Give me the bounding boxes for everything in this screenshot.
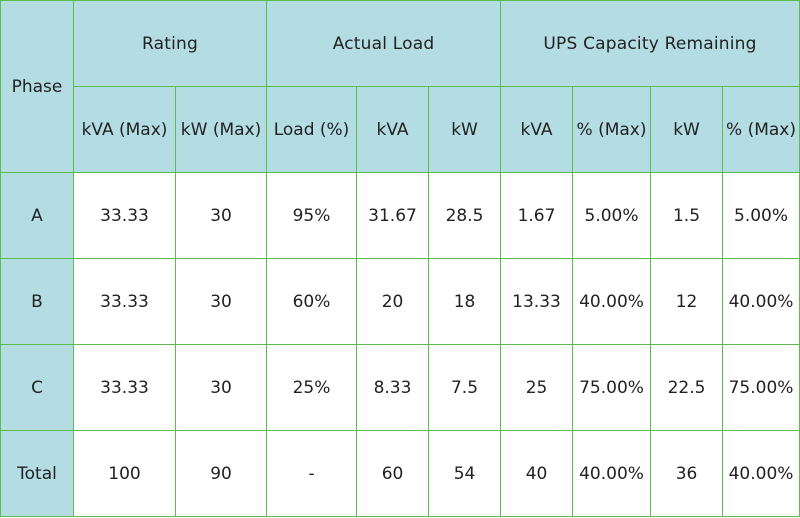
- table-cell: 40.00%: [572, 430, 652, 517]
- table-cell: 75.00%: [722, 344, 800, 431]
- table-cell: 33.33: [73, 172, 176, 259]
- table-cell: 100: [73, 430, 176, 517]
- table-cell: 54: [428, 430, 502, 517]
- table-cell: 25: [500, 344, 574, 431]
- rating-group-header: Rating: [72, 0, 268, 87]
- table-cell: 30: [174, 258, 268, 345]
- table-row: C 33.33 30 25% 8.33 7.5 25 75.00% 22.5 7…: [0, 344, 800, 431]
- phase-label: Total: [0, 430, 74, 517]
- table-cell: 18: [428, 258, 502, 345]
- table-cell: 28.5: [428, 172, 502, 259]
- phase-header: Phase: [0, 0, 74, 173]
- table-cell: 40.00%: [722, 430, 800, 517]
- table-cell: -: [266, 430, 358, 517]
- table-cell: 33.33: [73, 258, 176, 345]
- table-cell: 90: [174, 430, 268, 517]
- table-cell: 1.67: [500, 172, 574, 259]
- table-cell: 31.67: [356, 172, 430, 259]
- table-cell: 60: [356, 430, 430, 517]
- column-header: kVA (Max): [73, 86, 176, 173]
- table-cell: 1.5: [650, 172, 724, 259]
- phase-label: B: [0, 258, 74, 345]
- column-header: kW (Max): [174, 86, 268, 173]
- table-row: B 33.33 30 60% 20 18 13.33 40.00% 12 40.…: [0, 258, 800, 345]
- ups-capacity-remaining-group-header: UPS Capacity Remaining: [500, 0, 800, 87]
- table-cell: 40.00%: [722, 258, 800, 345]
- table-cell: 22.5: [650, 344, 724, 431]
- table-cell: 20: [356, 258, 430, 345]
- table-cell: 7.5: [428, 344, 502, 431]
- table-cell: 36: [650, 430, 724, 517]
- column-header: kW: [428, 86, 502, 173]
- table-cell: 95%: [266, 172, 358, 259]
- group-header-row: Phase Rating Actual Load UPS Capacity Re…: [0, 0, 800, 173]
- table-cell: 5.00%: [572, 172, 652, 259]
- sub-header-row: kVA (Max) kW (Max) Load (%) kVA kW kVA %…: [1, 86, 800, 173]
- phase-label: A: [0, 172, 74, 259]
- column-header: % (Max): [722, 86, 800, 173]
- total-row: Total 100 90 - 60 54 40 40.00% 36 40.00%: [0, 430, 800, 517]
- table-cell: 40.00%: [572, 258, 652, 345]
- table-cell: 8.33: [356, 344, 430, 431]
- table-cell: 13.33: [500, 258, 574, 345]
- table-cell: 25%: [266, 344, 358, 431]
- table-cell: 33.33: [73, 344, 176, 431]
- column-header: % (Max): [572, 86, 652, 173]
- table-cell: 5.00%: [722, 172, 800, 259]
- column-header: kVA: [356, 86, 430, 173]
- column-header: kVA: [500, 86, 574, 173]
- table-cell: 30: [174, 344, 268, 431]
- actual-load-group-header: Actual Load: [266, 0, 502, 87]
- table-cell: 40: [500, 430, 574, 517]
- column-header: Load (%): [266, 86, 358, 173]
- table-cell: 60%: [266, 258, 358, 345]
- table-row: A 33.33 30 95% 31.67 28.5 1.67 5.00% 1.5…: [0, 172, 800, 259]
- table-cell: 30: [174, 172, 268, 259]
- table-cell: 12: [650, 258, 724, 345]
- table-cell: 75.00%: [572, 344, 652, 431]
- phase-label: C: [0, 344, 74, 431]
- column-header: kW: [650, 86, 724, 173]
